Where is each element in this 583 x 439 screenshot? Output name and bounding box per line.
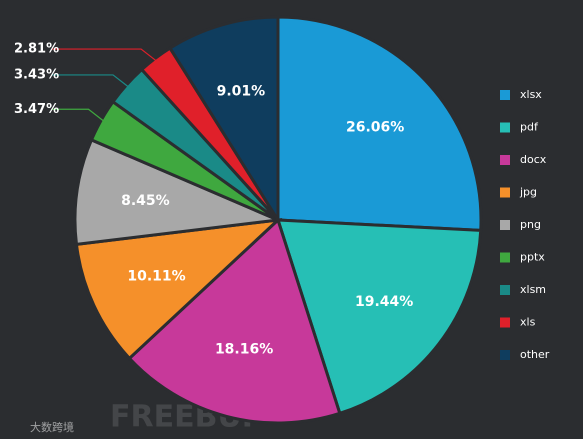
value-label: 9.01% (217, 83, 266, 99)
pie-slice (74, 217, 283, 361)
legend-label: xls (520, 316, 536, 329)
legend-label: png (520, 218, 541, 231)
legend-label: jpg (519, 186, 537, 199)
leader-line (52, 48, 160, 64)
legend-swatch (500, 155, 510, 165)
pie-slice (167, 15, 280, 226)
legend-swatch (500, 122, 510, 133)
value-label: 3.47% (14, 102, 59, 117)
legend-swatch (500, 285, 510, 295)
legend-swatch (500, 90, 510, 100)
leader-line (52, 74, 132, 90)
legend-label: xlsx (520, 88, 542, 101)
legend-label: pptx (520, 251, 545, 264)
legend-swatch (500, 252, 510, 263)
legend-swatch (500, 187, 510, 198)
legend-swatch (500, 220, 510, 230)
legend-swatch (500, 317, 510, 328)
pie-slice (275, 218, 483, 416)
watermark: 大数跨境 (30, 420, 74, 434)
pie-slice (276, 15, 483, 232)
value-label: 3.43% (14, 67, 59, 82)
legend-label: docx (520, 153, 547, 166)
leader-line (52, 108, 107, 124)
value-label: 2.81% (14, 42, 59, 57)
legend-label: other (520, 348, 550, 361)
value-label: 10.11% (127, 268, 185, 284)
value-label: 26.06% (346, 120, 404, 136)
legend-label: xlsm (520, 283, 546, 296)
value-label: 19.44% (355, 294, 413, 310)
pie-slice (127, 217, 342, 425)
legend-label: pdf (520, 121, 539, 134)
value-label: 8.45% (121, 193, 170, 209)
value-label: 18.16% (215, 342, 273, 358)
pie-slice (73, 137, 284, 247)
legend-swatch (500, 350, 510, 360)
